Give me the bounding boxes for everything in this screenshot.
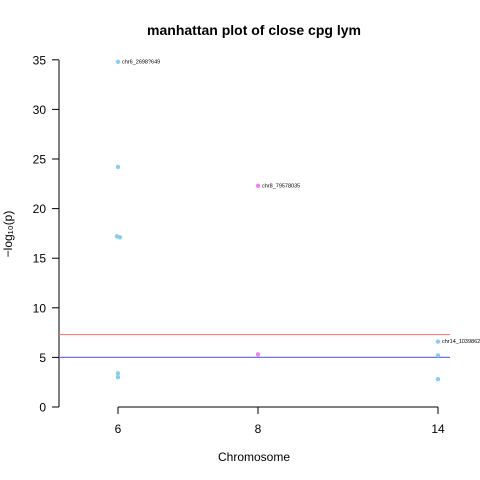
x-axis-label: Chromosome <box>218 450 290 464</box>
y-axis-label: −log₁₀(p) <box>1 211 15 258</box>
data-point-1 <box>115 164 121 170</box>
x-tick-label-6: 6 <box>115 422 122 436</box>
y-tick-label-10: 10 <box>33 301 47 315</box>
threshold-lines <box>59 333 450 358</box>
y-tick-label-30: 30 <box>33 103 47 117</box>
y-tick-label-20: 20 <box>33 202 47 216</box>
y-tick-label-5: 5 <box>39 351 46 365</box>
x-tick-label-8: 8 <box>255 422 262 436</box>
data-point-3 <box>117 235 123 240</box>
data-point-4 <box>115 371 121 376</box>
x-ticks: 6 8 14 <box>115 407 445 436</box>
point-annotation-2: chr14_1039862 <box>442 339 480 345</box>
data-point-10 <box>435 377 441 382</box>
data-point-8 <box>435 339 441 344</box>
x-tick-label-14: 14 <box>431 422 445 436</box>
y-tick-label-15: 15 <box>33 252 47 266</box>
point-annotation-0: chr6_2698?649 <box>122 59 160 65</box>
data-points <box>114 59 441 382</box>
point-annotation-1: chr8_79578035 <box>262 183 300 189</box>
data-point-6 <box>255 183 261 188</box>
data-point-7 <box>255 352 261 357</box>
data-point-5 <box>115 375 121 380</box>
y-tick-label-25: 25 <box>33 153 47 167</box>
y-tick-label-0: 0 <box>39 401 46 415</box>
y-ticks: 0 5 10 15 20 25 30 35 <box>33 53 59 415</box>
data-point-9 <box>435 353 441 358</box>
data-point-0 <box>115 59 121 64</box>
point-annotations: chr6_2698?649 chr8_79578035 chr14_1039862 <box>122 59 480 345</box>
y-tick-label-35: 35 <box>33 53 47 67</box>
chart-title: manhattan plot of close cpg lym <box>147 22 361 38</box>
